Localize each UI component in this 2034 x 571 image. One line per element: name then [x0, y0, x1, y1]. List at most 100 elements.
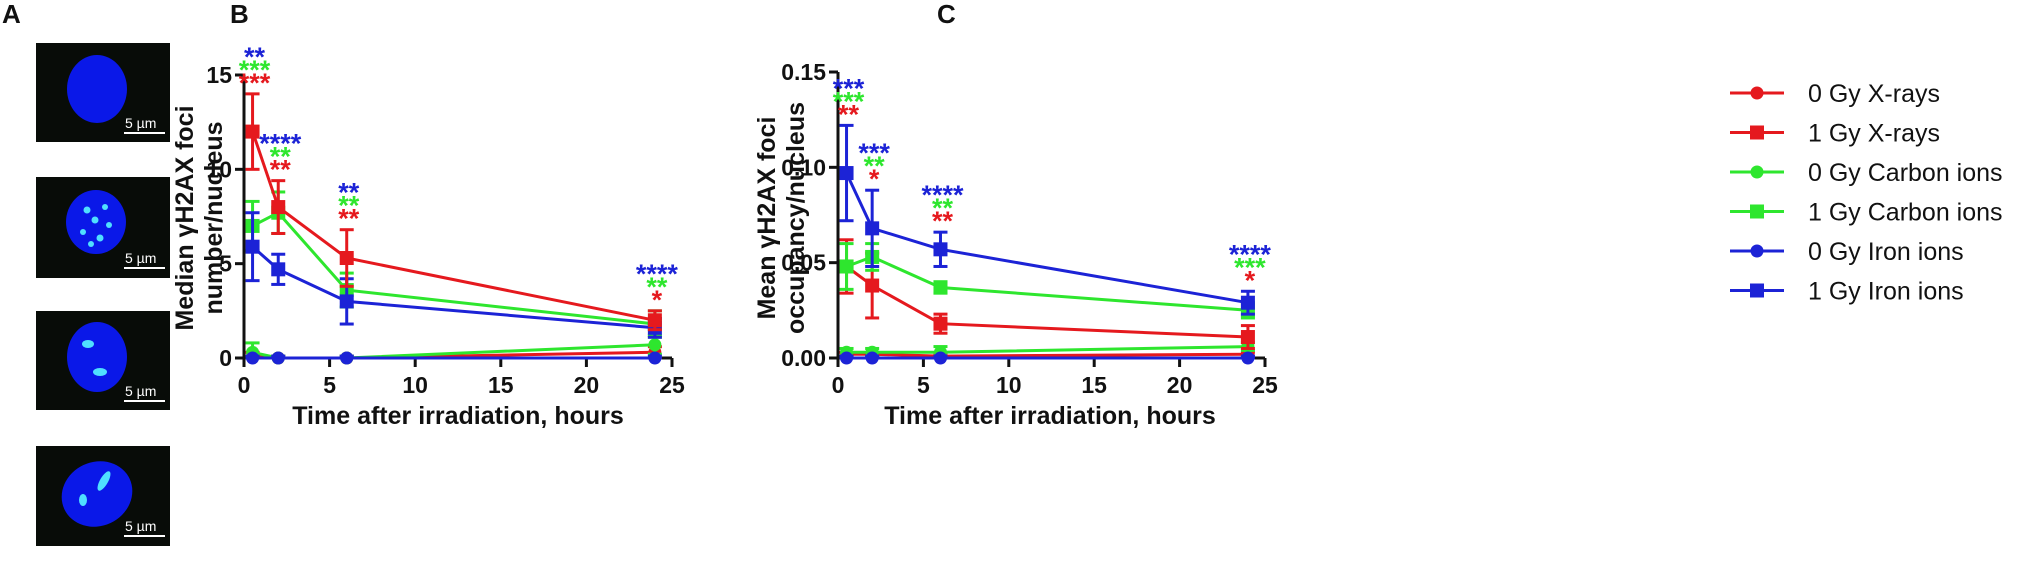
legend-marker: [1750, 204, 1764, 219]
chart-b-x-tick-label: 5: [323, 372, 336, 398]
chart-c-series-1-gy-iron-ions: [839, 123, 1255, 316]
legend-item: 1 Gy Iron ions: [1730, 278, 1964, 306]
scale-bar-label: 5 µm: [125, 383, 156, 399]
significance-stars: ***: [833, 73, 865, 103]
legend: 0 Gy X-rays 1 Gy X-rays 0 Gy Carbon ions 1 …: [1730, 80, 2003, 306]
legend-item: 0 Gy Carbon ions: [1730, 159, 2003, 187]
significance-stars: **: [270, 155, 292, 185]
series-line: [845, 255, 1249, 312]
focus-dot: [93, 368, 107, 376]
panel-letter-c: C: [937, 0, 956, 29]
chart-c-y-axis-title-line2: occupancy/nucleus: [782, 102, 810, 334]
series-line: [846, 345, 1248, 354]
chart-b-series-1-gy-carbon-ions: [245, 190, 662, 339]
data-point: [865, 221, 880, 236]
chart-c-y-tick-label: 0.00: [781, 345, 826, 371]
legend-item: 1 Gy Carbon ions: [1730, 199, 2003, 227]
significance-stars: ***: [239, 68, 271, 98]
chart-c-significance: ******************************: [833, 73, 1272, 295]
data-point: [865, 278, 880, 293]
significance-stars: **: [838, 99, 860, 129]
scale-bar-label: 5 µm: [125, 115, 156, 131]
chart-b-series: [245, 92, 662, 365]
data-point: [245, 239, 260, 254]
significance-stars: ****: [636, 259, 679, 289]
significance-stars: ****: [1229, 239, 1272, 269]
significance-stars: **: [338, 204, 360, 234]
data-point: [839, 166, 854, 181]
data-point: [1240, 330, 1255, 345]
chart-c-y-tick-label: 0.15: [781, 59, 826, 85]
series-line: [251, 245, 656, 330]
series-line: [251, 131, 656, 322]
micrograph-4: 5 µm: [36, 446, 170, 546]
data-point: [339, 251, 354, 266]
data-point: [933, 242, 948, 257]
legend-item: 0 Gy X-rays: [1730, 80, 1940, 108]
micrograph-column: 5 µm 5 µm 5 µm: [36, 43, 170, 546]
chart-b-x-tick-label: 15: [488, 372, 514, 398]
significance-stars: **: [864, 151, 886, 181]
micrograph-1: 5 µm: [36, 43, 170, 142]
significance-stars: **: [932, 193, 954, 223]
data-point: [1241, 351, 1255, 365]
data-point: [340, 351, 354, 365]
chart-c-x-tick-label: 0: [832, 372, 845, 398]
panel-letter-a: A: [2, 0, 21, 29]
data-point: [839, 259, 854, 274]
focus-dot: [88, 241, 94, 247]
chart-b-significance: *****************************: [239, 42, 679, 315]
chart-c-x-tick-label: 20: [1167, 372, 1193, 398]
data-point: [246, 351, 260, 365]
chart-c-x-tick-label: 5: [917, 372, 930, 398]
significance-stars: *: [652, 285, 663, 315]
significance-stars: ****: [921, 180, 964, 210]
significance-stars: ***: [833, 86, 865, 116]
significance-stars: **: [932, 206, 954, 236]
chart-b-y-tick-label: 10: [206, 156, 232, 182]
chart-b-series-1-gy-iron-ions: [245, 211, 662, 339]
chart-b-y-tick-label: 0: [219, 345, 232, 371]
chart-b-x-tick-label: 0: [238, 372, 251, 398]
data-point: [865, 351, 879, 365]
nucleus-shape: [61, 461, 133, 527]
chart-b-y-axis-title-line1: Median γH2AX foci: [171, 105, 199, 330]
chart-b-x-tick-label: 20: [574, 372, 600, 398]
focus-dot: [83, 206, 91, 214]
series-line: [845, 265, 1248, 339]
significance-stars: ***: [239, 55, 271, 85]
chart-b-series-1-gy-x-rays: [245, 92, 662, 332]
significance-stars: ****: [259, 129, 302, 159]
series-line: [251, 210, 656, 326]
legend-marker: [1750, 283, 1764, 298]
data-point: [1240, 295, 1255, 310]
data-point: [933, 351, 947, 365]
legend-label: 1 Gy Iron ions: [1808, 278, 1964, 306]
legend-marker: [1750, 244, 1764, 258]
chart-b-y-tick-label: 5: [219, 251, 232, 277]
focus-dot: [96, 234, 104, 242]
series-line: [845, 172, 1249, 305]
significance-stars: **: [338, 178, 360, 208]
significance-stars: *: [869, 164, 880, 194]
data-point: [648, 338, 662, 352]
chart-b-y-tick-label: 15: [206, 62, 232, 88]
chart-c-y-tick-label: 0.10: [781, 154, 826, 180]
data-point: [271, 351, 285, 365]
focus-dot: [79, 494, 87, 506]
panel-letter-b: B: [230, 0, 249, 29]
chart-b-x-axis-title: Time after irradiation, hours: [292, 402, 624, 430]
legend-label: 0 Gy Carbon ions: [1808, 159, 2003, 187]
significance-stars: **: [338, 191, 360, 221]
significance-stars: *: [1245, 265, 1256, 295]
legend-marker: [1750, 86, 1764, 100]
chart-b-series-0-gy-iron-ions: [245, 351, 662, 365]
data-point: [271, 262, 286, 277]
legend-item: 0 Gy Iron ions: [1730, 238, 1964, 266]
scale-bar-label: 5 µm: [125, 250, 156, 266]
significance-stars: **: [646, 272, 668, 302]
focus-dot: [102, 204, 108, 210]
chart-c-y-axis-title-line1: Mean γH2AX foci: [753, 117, 781, 320]
